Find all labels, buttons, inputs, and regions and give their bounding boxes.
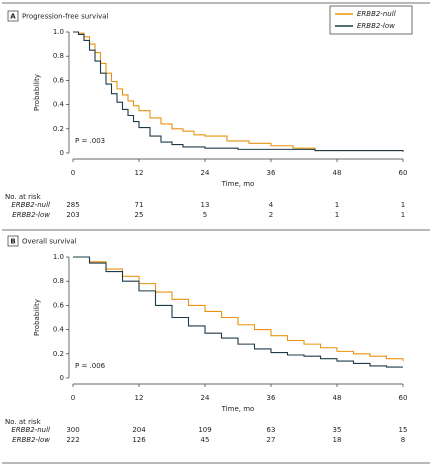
y-axis-label: Probability (33, 74, 41, 111)
panel-box (7, 10, 19, 22)
x-tick-label: 36 (267, 169, 276, 177)
y-tick-label: 0.6 (53, 301, 65, 309)
y-tick-label: 1.0 (53, 253, 64, 261)
risk-count: 18 (333, 436, 342, 444)
y-tick-label: 0.4 (53, 101, 65, 109)
p-value: P = .006 (75, 362, 106, 370)
x-tick-label: 24 (201, 169, 210, 177)
x-tick-label: 12 (135, 394, 144, 402)
x-tick-label: 0 (71, 394, 75, 402)
risk-row-label: ERBB2-null (11, 201, 50, 209)
x-tick-label: 48 (333, 394, 342, 402)
y-axis-label: Probability (33, 299, 41, 336)
survival-curve (73, 256, 404, 362)
risk-count: 285 (66, 201, 79, 209)
y-tick-label: 0.8 (53, 52, 64, 60)
x-tick-label: 60 (399, 169, 408, 177)
risk-count: 71 (135, 201, 144, 209)
y-tick-label: 0.2 (53, 350, 64, 358)
x-axis-label: Time, mo (221, 180, 255, 188)
y-tick-label: 0.4 (53, 326, 65, 334)
risk-count: 63 (267, 426, 276, 434)
panel-box (7, 235, 19, 247)
panel-title: Overall survival (22, 238, 77, 246)
risk-count: 222 (66, 436, 79, 444)
x-tick-label: 60 (399, 394, 408, 402)
survival-curve (73, 256, 403, 368)
x-axis-label: Time, mo (221, 405, 255, 413)
risk-count: 1 (335, 201, 339, 209)
survival-curve (73, 31, 404, 152)
y-tick-label: 0 (60, 149, 64, 157)
risk-count: 204 (132, 426, 146, 434)
risk-count: 27 (267, 436, 276, 444)
y-tick-label: 0 (60, 374, 64, 382)
x-tick-label: 24 (201, 394, 210, 402)
risk-table-title: No. at risk (5, 193, 42, 201)
x-tick-label: 0 (71, 169, 75, 177)
legend-label: ERBB2-low (357, 22, 395, 30)
risk-count: 4 (269, 201, 274, 209)
risk-count: 45 (201, 436, 210, 444)
x-tick-label: 12 (135, 169, 144, 177)
panel-letter: B (10, 238, 15, 246)
legend-label: ERBB2-null (357, 10, 396, 18)
risk-count: 5 (203, 211, 207, 219)
risk-count: 300 (66, 426, 79, 434)
legend-box (329, 5, 413, 35)
risk-count: 2 (269, 211, 273, 219)
risk-count: 8 (401, 436, 405, 444)
risk-count: 1 (401, 201, 405, 209)
y-tick-label: 1.0 (53, 28, 64, 36)
y-tick-label: 0.2 (53, 125, 64, 133)
y-tick-label: 0.8 (53, 277, 64, 285)
risk-count: 35 (333, 426, 342, 434)
risk-count: 13 (201, 201, 210, 209)
risk-count: 203 (66, 211, 79, 219)
risk-count: 1 (335, 211, 339, 219)
risk-count: 15 (399, 426, 408, 434)
risk-count: 25 (135, 211, 144, 219)
x-tick-label: 36 (267, 394, 276, 402)
risk-count: 1 (401, 211, 405, 219)
risk-row-label: ERBB2-low (12, 436, 50, 444)
y-tick-label: 0.6 (53, 76, 65, 84)
x-tick-label: 48 (333, 169, 342, 177)
survival-curve (73, 31, 403, 152)
panel-letter: A (10, 13, 16, 21)
p-value: P = .003 (75, 137, 105, 145)
risk-row-label: ERBB2-null (11, 426, 50, 434)
risk-count: 109 (198, 426, 211, 434)
panel-title: Progression-free survival (22, 13, 109, 21)
risk-table-title: No. at risk (5, 418, 42, 426)
risk-count: 126 (132, 436, 146, 444)
risk-row-label: ERBB2-low (12, 211, 50, 219)
